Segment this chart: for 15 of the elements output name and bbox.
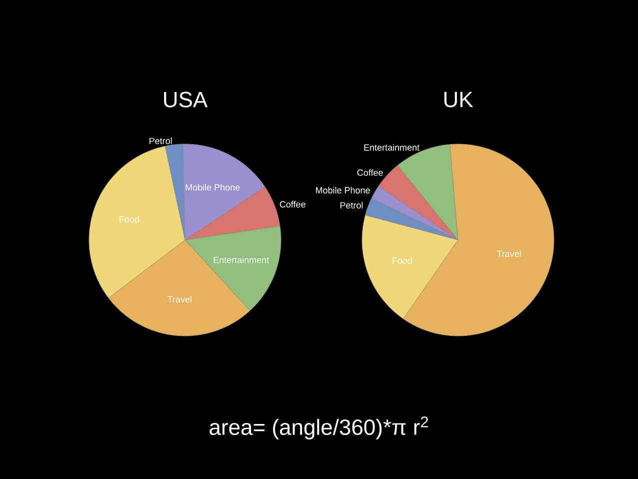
slice-label: Coffee <box>357 169 383 176</box>
slice-label: Entertainment <box>364 144 420 151</box>
text: area= (angle/360)*π r$^{2}$ <box>210 416 428 440</box>
slice-label: Coffee <box>280 200 306 208</box>
chart-title: UK <box>444 92 474 108</box>
slice-label: Travel <box>168 296 192 303</box>
slice-label: Food <box>120 216 139 223</box>
chart-title: USA <box>164 92 208 108</box>
slice-label: Mobile Phone <box>316 186 370 194</box>
slice-label: Food <box>392 257 412 264</box>
slice-label: Entertainment <box>214 256 270 264</box>
slice-label: Petrol <box>340 202 363 208</box>
slice-label: Mobile Phone <box>186 184 240 191</box>
slice-label: Petrol <box>150 138 172 144</box>
slice-label: Travel <box>496 250 521 257</box>
